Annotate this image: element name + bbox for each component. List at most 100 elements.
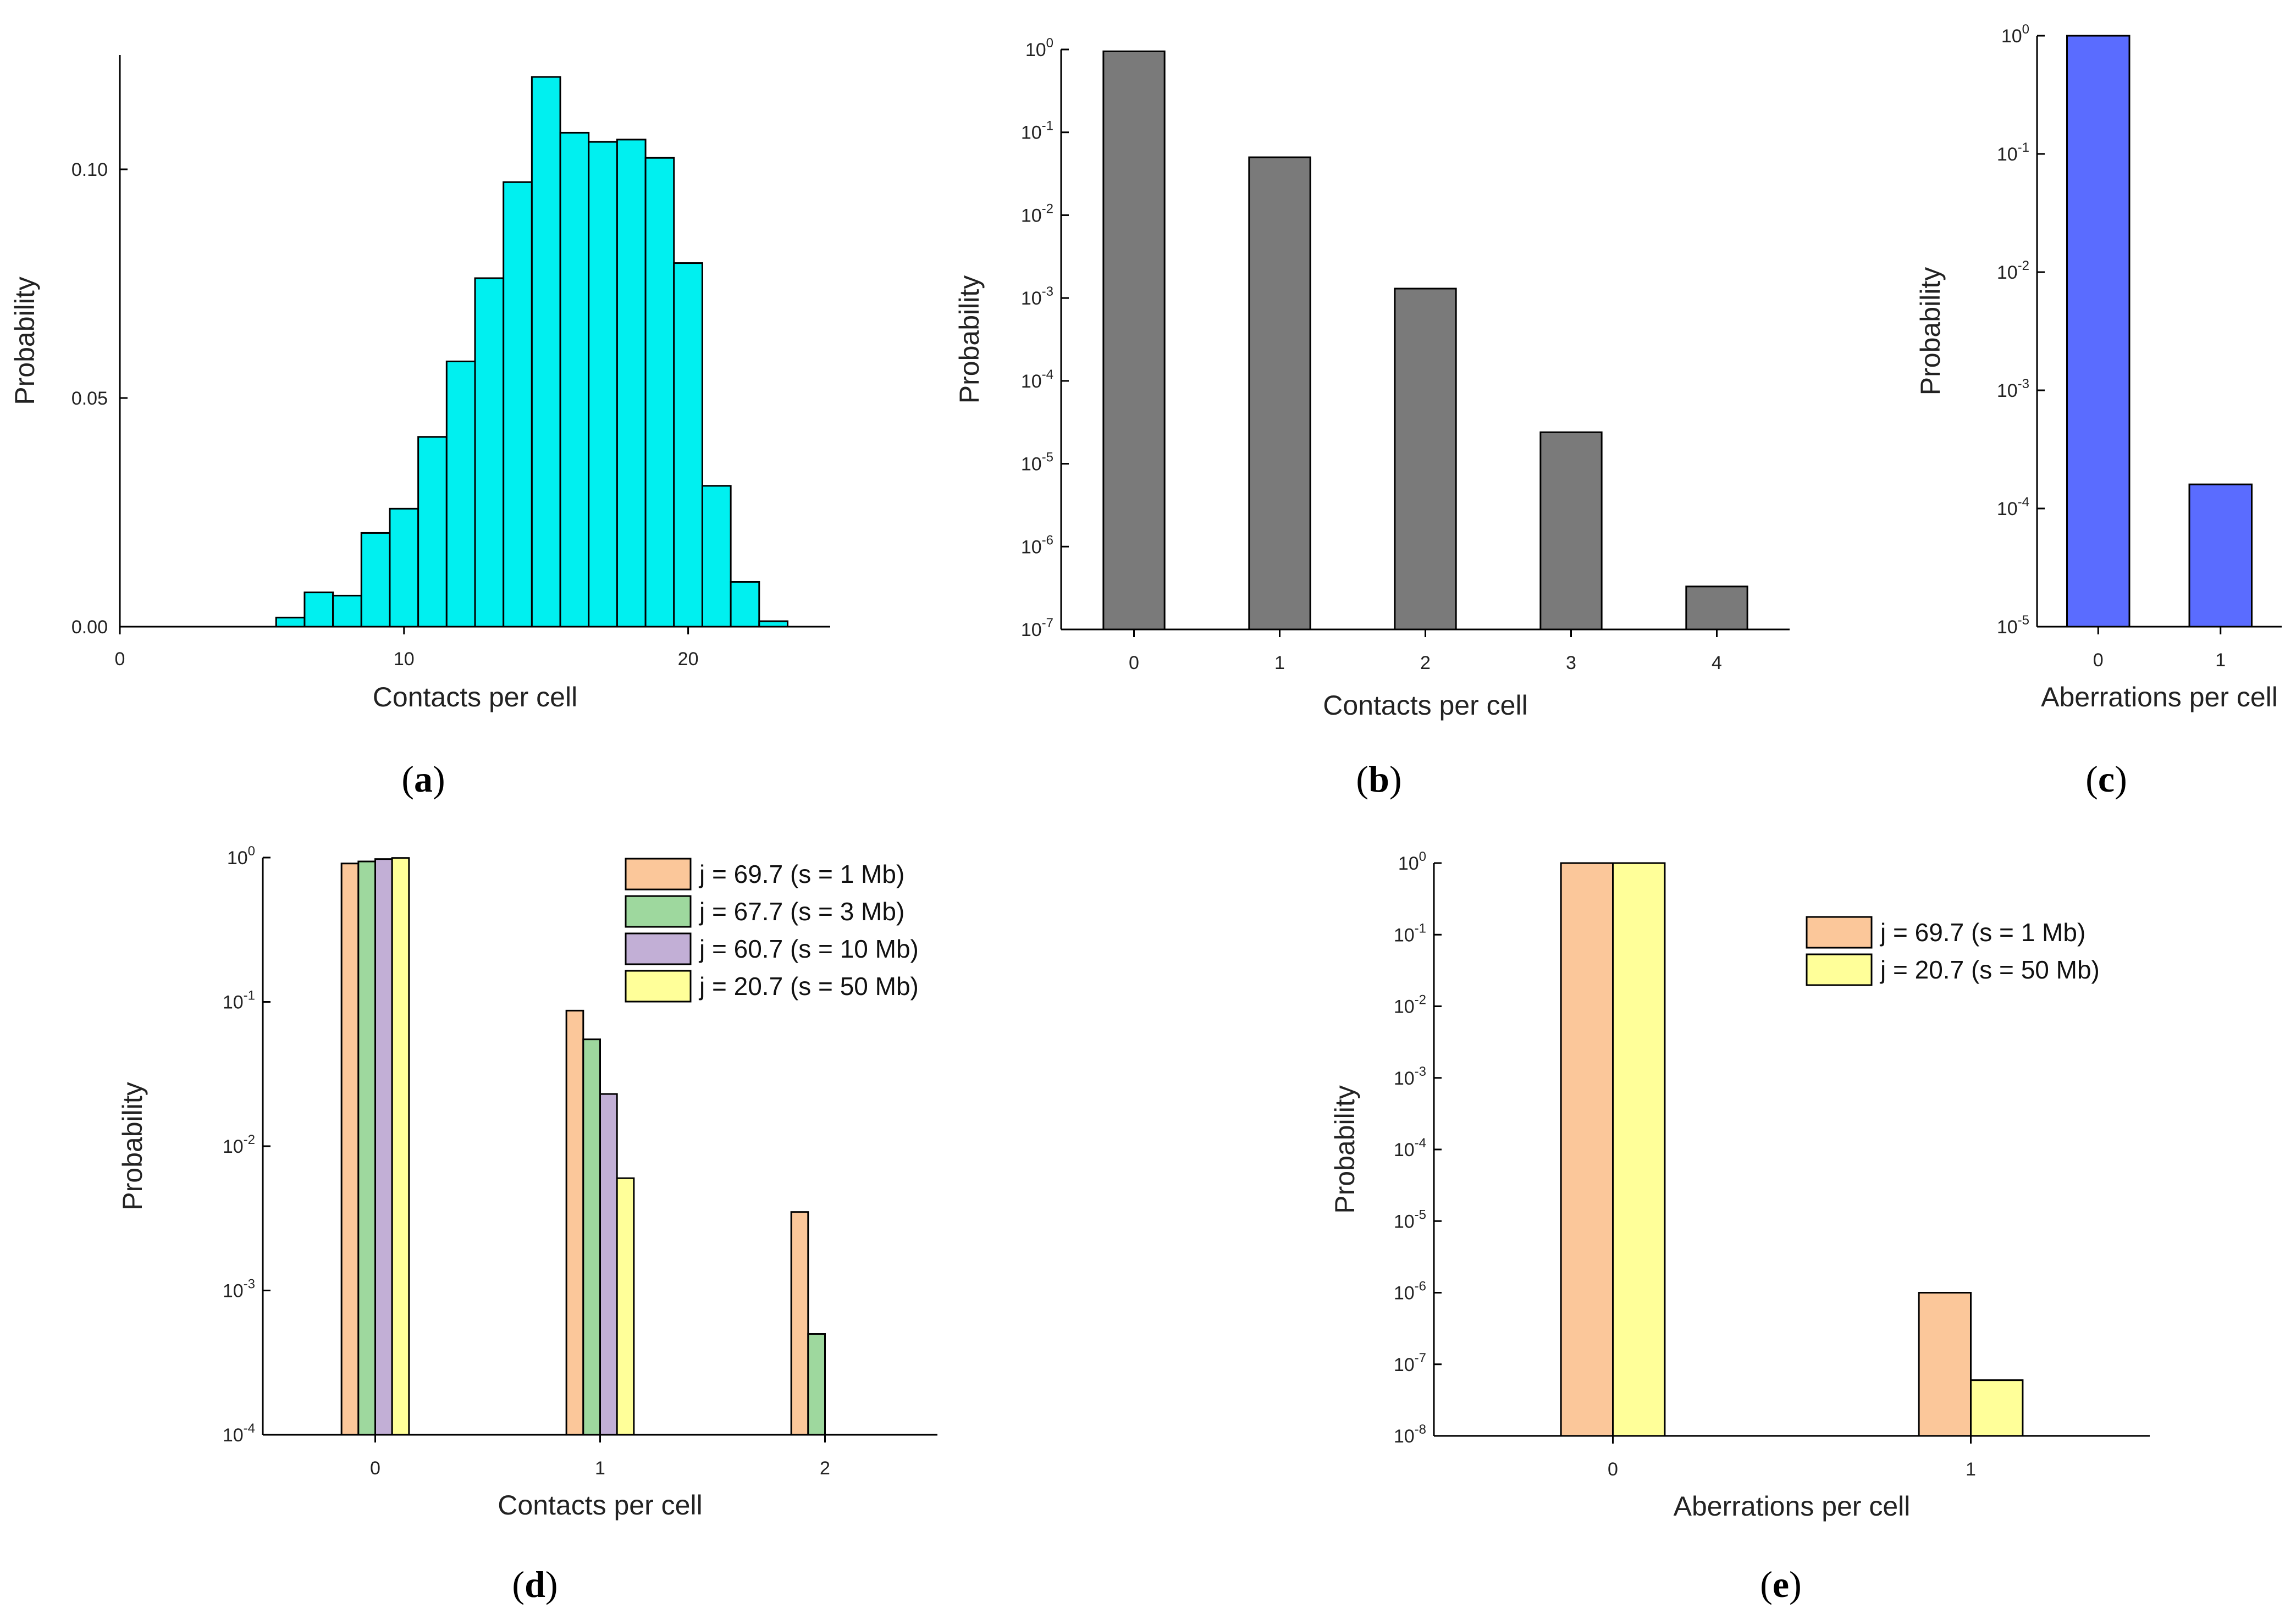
y-axis-label: Probability: [1329, 1085, 1360, 1213]
y-tick-label: 10-2: [223, 1132, 255, 1157]
bar: [445, 360, 476, 628]
legend-label: j = 20.7 (s = 50 Mb): [698, 972, 919, 1001]
bar: [701, 485, 732, 628]
x-tick-label: 20: [678, 649, 699, 670]
x-tick-label: 1: [2215, 650, 2226, 671]
x-tick-label: 0: [2093, 650, 2104, 671]
x-tick-label: 0: [370, 1458, 380, 1479]
bar: [474, 277, 505, 628]
panel-b: Contacts per cell Probability (b) 10-7 10-6 1…: [954, 36, 1790, 800]
y-axis-label: Probability: [954, 275, 985, 404]
y-tick-label: 100: [1398, 849, 1426, 874]
legend: j = 69.7 (s = 1 Mb) j = 20.7 (s = 50 Mb): [1806, 916, 2100, 986]
bar: [1918, 1292, 1972, 1437]
y-tick-label: 10-1: [1997, 140, 2029, 165]
x-axis-label: Aberrations per cell: [1674, 1491, 1911, 1522]
y-tick-label: 0.10: [71, 159, 108, 180]
legend-swatch: [625, 970, 692, 1003]
bar: [1685, 585, 1748, 631]
bar: [417, 436, 448, 628]
x-tick-label: 0: [1129, 653, 1139, 673]
legend: j = 69.7 (s = 1 Mb) j = 67.7 (s = 3 Mb) j …: [625, 858, 919, 1003]
y-tick-label: 10-8: [1394, 1422, 1426, 1447]
y-tick-label: 10-5: [1997, 613, 2029, 638]
y-tick-label: 10-4: [1021, 367, 1053, 392]
x-tick-label: 10: [394, 649, 415, 670]
y-tick-label: 10-5: [1021, 450, 1053, 475]
y-tick-label: 10-2: [1021, 201, 1053, 226]
bar: [2066, 35, 2131, 628]
bar: [389, 507, 420, 628]
y-tick-label: 10-7: [1021, 616, 1053, 640]
legend-swatch: [625, 858, 692, 891]
bar: [565, 1009, 584, 1436]
x-tick-label: 4: [1712, 653, 1722, 673]
bar: [503, 181, 533, 628]
x-axis-label: Aberrations per cell: [2041, 682, 2278, 712]
bar: [1102, 50, 1166, 631]
y-tick-label: 10-6: [1394, 1279, 1426, 1304]
bar: [790, 1211, 809, 1436]
bar: [275, 616, 306, 628]
bar: [807, 1333, 826, 1436]
y-tick-label: 10-1: [1021, 119, 1053, 143]
x-tick-label: 2: [820, 1458, 830, 1479]
panel-caption: (a): [401, 758, 445, 800]
bar: [588, 141, 618, 628]
legend-label: j = 20.7 (s = 50 Mb): [1879, 955, 2100, 984]
x-tick-label: 1: [1274, 653, 1285, 673]
panel-a: Contacts per cell Probability (a) 0.00 0.05 0…: [9, 55, 830, 800]
y-tick-label: 10-1: [223, 988, 255, 1013]
x-axis-label: Contacts per cell: [1323, 690, 1527, 721]
y-tick-label: 10-4: [1394, 1136, 1426, 1160]
bar: [1539, 431, 1603, 631]
panel-e: Aberrations per cellProbability(e)10-810…: [1329, 849, 2150, 1605]
bar: [730, 581, 760, 628]
legend-label: j = 69.7 (s = 1 Mb): [1879, 918, 2085, 947]
y-tick-label: 10-1: [1394, 921, 1426, 946]
bar: [559, 131, 590, 628]
x-tick-label: 0: [115, 649, 125, 670]
y-tick-label: 10-3: [1021, 284, 1053, 309]
y-tick-label: 10-4: [1997, 495, 2029, 519]
panel-d: Contacts per cell Probability (d) 10-4 10-3 1…: [117, 844, 937, 1605]
bar: [616, 139, 647, 628]
x-tick-label: 1: [1966, 1459, 1976, 1480]
bar: [303, 592, 334, 628]
legend-label: j = 69.7 (s = 1 Mb): [698, 860, 904, 888]
bar: [340, 863, 360, 1436]
bar: [1970, 1379, 2024, 1437]
panel-caption: (b): [1356, 758, 1401, 800]
bar: [332, 594, 362, 628]
y-tick-label: 10-2: [1997, 258, 2029, 283]
panel-c: Aberrations per cellProbability(c)10-510…: [1915, 22, 2282, 800]
y-tick-label: 100: [2001, 22, 2029, 47]
panel-caption: (c): [2085, 758, 2127, 800]
bar: [2188, 483, 2253, 628]
bar: [582, 1038, 601, 1436]
bar: [673, 262, 703, 628]
bar: [1394, 288, 1457, 631]
bar: [599, 1093, 618, 1436]
x-tick-label: 3: [1566, 653, 1576, 673]
bar: [357, 860, 377, 1436]
x-tick-label: 1: [595, 1458, 605, 1479]
bar: [531, 76, 561, 628]
bar: [374, 858, 393, 1436]
y-axis-label: Probability: [1915, 267, 1946, 395]
bar: [360, 532, 391, 628]
bar: [644, 157, 675, 628]
y-tick-label: 10-7: [1394, 1351, 1426, 1375]
panel-caption: (d): [512, 1563, 558, 1605]
y-tick-label: 10-3: [1394, 1064, 1426, 1089]
y-tick-label: 0.05: [71, 388, 108, 409]
y-tick-label: 10-5: [1394, 1207, 1426, 1232]
y-axis-label: Probability: [9, 277, 40, 405]
bar: [616, 1177, 635, 1436]
y-tick-label: 10-3: [223, 1277, 255, 1302]
x-tick-label: 0: [1608, 1459, 1618, 1480]
bar: [1560, 862, 1614, 1437]
y-tick-label: 10-6: [1021, 533, 1053, 557]
legend-swatch: [625, 895, 692, 928]
